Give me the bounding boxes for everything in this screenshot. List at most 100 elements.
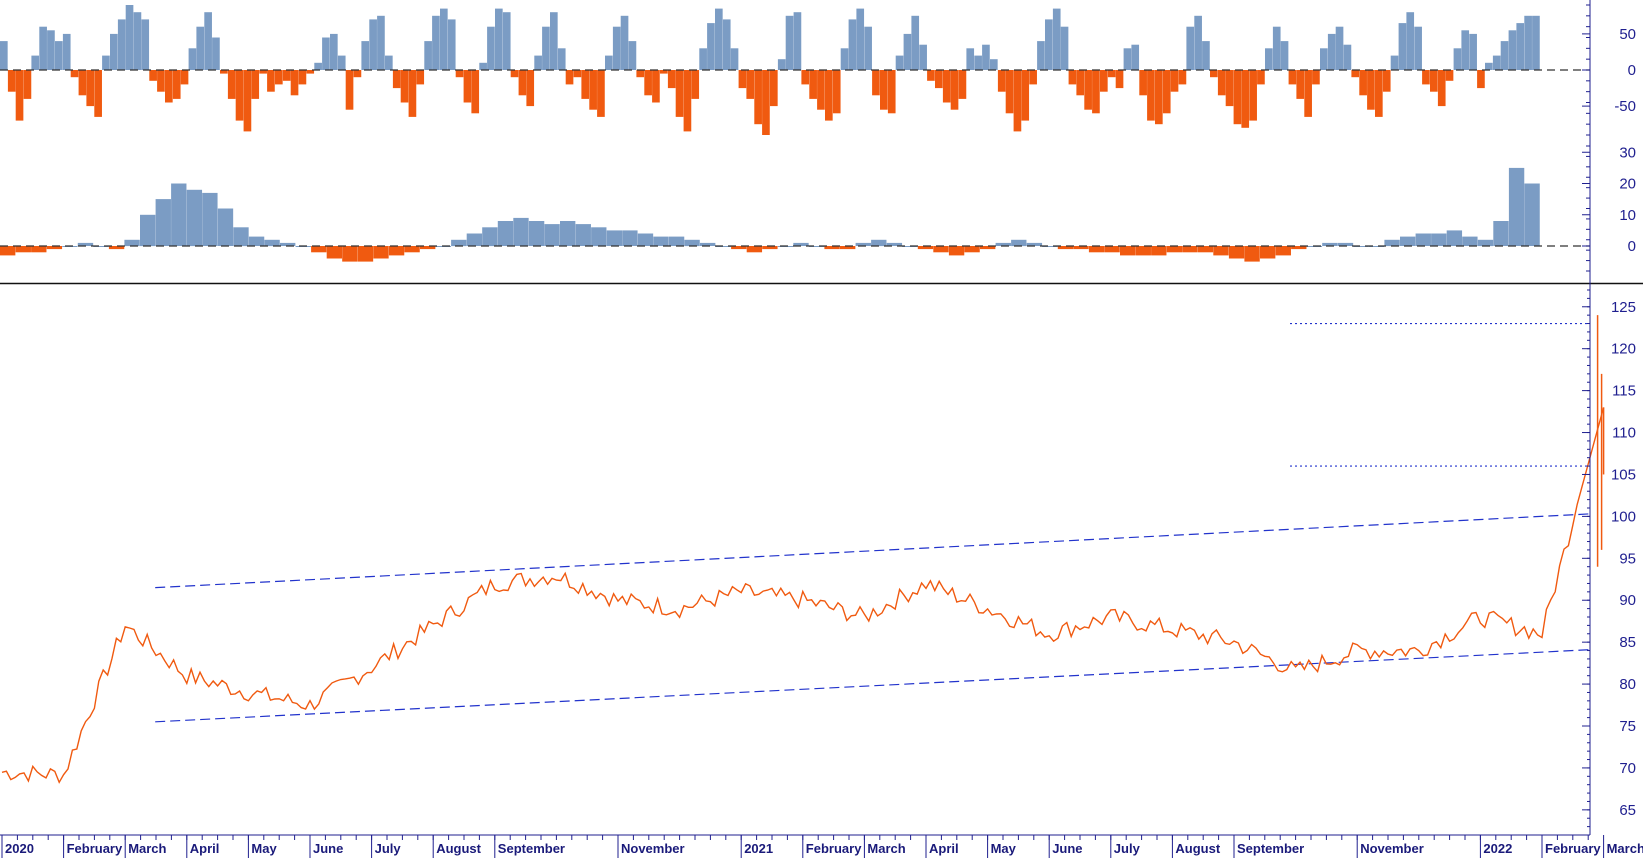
oscillator-bar	[275, 70, 283, 85]
x-axis-label: September	[1237, 841, 1304, 856]
oscillator-bar	[385, 55, 393, 70]
x-axis-label: August	[436, 841, 481, 856]
oscillator-bar	[110, 33, 118, 70]
oscillator-bar	[707, 23, 715, 71]
oscillator-bar	[440, 8, 448, 71]
axis-tick-label: 115	[1612, 383, 1636, 400]
x-axis-label: November	[621, 841, 685, 856]
oscillator-bar	[573, 70, 582, 78]
oscillator-bar	[264, 239, 280, 247]
oscillator-bar	[463, 70, 472, 103]
oscillator-bar	[62, 33, 71, 70]
oscillator-bar	[1151, 246, 1167, 256]
oscillator-bar	[700, 242, 716, 246]
x-axis-label: November	[1360, 841, 1424, 856]
oscillator-bar	[157, 70, 165, 92]
oscillator-bar	[534, 55, 542, 70]
price-line	[1, 407, 1605, 784]
oscillator-bar	[353, 70, 362, 78]
oscillator-bar	[1508, 30, 1517, 70]
oscillator-bar	[856, 8, 865, 71]
oscillator-bar	[933, 246, 949, 253]
oscillator-bar	[722, 19, 731, 70]
oscillator-bar	[667, 70, 676, 89]
oscillator-bar	[1353, 246, 1369, 247]
oscillator-bar	[699, 48, 707, 70]
oscillator-bar	[1228, 246, 1245, 259]
oscillator-bar	[282, 70, 291, 81]
oscillator-bar	[1057, 246, 1074, 250]
oscillator-bar	[824, 246, 840, 250]
axis-tick-label: 80	[1619, 676, 1636, 693]
oscillator-bar	[746, 70, 755, 99]
oscillator-bar	[1233, 70, 1242, 125]
oscillator-bar	[1368, 246, 1385, 247]
oscillator-bar	[1359, 70, 1367, 96]
oscillator-bar	[108, 246, 125, 250]
oscillator-bar	[298, 70, 307, 85]
oscillator-bar	[605, 55, 613, 70]
oscillator-bar	[895, 55, 904, 70]
oscillator-bar	[597, 70, 605, 117]
oscillator-bar	[612, 26, 621, 70]
oscillator-bar	[212, 37, 220, 70]
oscillator-bar	[124, 239, 140, 247]
x-axis-label: 2021	[744, 841, 773, 856]
oscillator-bar	[39, 26, 47, 70]
oscillator-bar	[1076, 70, 1085, 96]
oscillator-bar	[1437, 70, 1446, 107]
oscillator-bar	[31, 246, 47, 253]
oscillator-bar	[746, 246, 763, 253]
x-axis: 2020 February March April May June July August S…	[0, 834, 1643, 858]
oscillator-bar	[513, 217, 529, 246]
oscillator-bar	[1194, 15, 1202, 71]
x-axis-label: May	[991, 841, 1017, 856]
oscillator-bar	[982, 44, 990, 70]
oscillator-bar	[502, 12, 511, 70]
oscillator-bar	[808, 246, 825, 247]
oscillator-bar	[342, 246, 358, 262]
oscillator-bar	[793, 12, 802, 70]
oscillator-bar	[133, 12, 142, 70]
oscillator-bar	[424, 41, 432, 70]
oscillator-bar	[872, 70, 880, 96]
oscillator-bar	[290, 70, 299, 96]
oscillator-bar	[86, 70, 95, 107]
oscillator-bar	[1524, 15, 1532, 71]
x-axis-label: June	[313, 841, 343, 856]
oscillator-bar	[1100, 70, 1108, 92]
axis-tick-label: 120	[1611, 341, 1636, 358]
oscillator-bar	[420, 246, 436, 250]
oscillator-bar	[675, 70, 684, 117]
trendlines	[155, 513, 1591, 723]
oscillator-bar	[557, 48, 566, 70]
oscillator-bar	[267, 70, 275, 92]
oscillator-bar	[1422, 70, 1430, 85]
oscillator-bar	[652, 70, 660, 103]
oscillator-bar	[1415, 233, 1431, 246]
oscillator-bar	[155, 199, 171, 246]
oscillator-bar	[1037, 41, 1045, 70]
oscillator-bar	[140, 214, 156, 247]
oscillator-bar	[1327, 33, 1336, 70]
oscillator-bar	[950, 70, 959, 110]
oscillator-bar	[233, 227, 249, 247]
oscillator-bar	[1508, 167, 1525, 246]
oscillator-bar	[1485, 62, 1493, 70]
oscillator-bar	[948, 246, 965, 256]
oscillator-bar	[7, 70, 16, 92]
oscillator-bar	[848, 19, 857, 70]
oscillator-bar	[171, 183, 187, 246]
oscillator-bar	[1446, 230, 1463, 246]
oscillator-bar	[217, 208, 234, 246]
oscillator-bar	[668, 236, 685, 246]
middle-oscillator-panel	[0, 167, 1590, 262]
oscillator-bar	[1493, 221, 1509, 246]
oscillator-bar	[196, 26, 205, 70]
oscillator-bar	[575, 224, 591, 246]
oscillator-bar	[1249, 70, 1257, 121]
axis-tick-label: 10	[1619, 207, 1636, 224]
oscillator-bar	[1288, 70, 1297, 85]
oscillator-bar	[544, 224, 560, 246]
oscillator-bar	[581, 70, 590, 99]
